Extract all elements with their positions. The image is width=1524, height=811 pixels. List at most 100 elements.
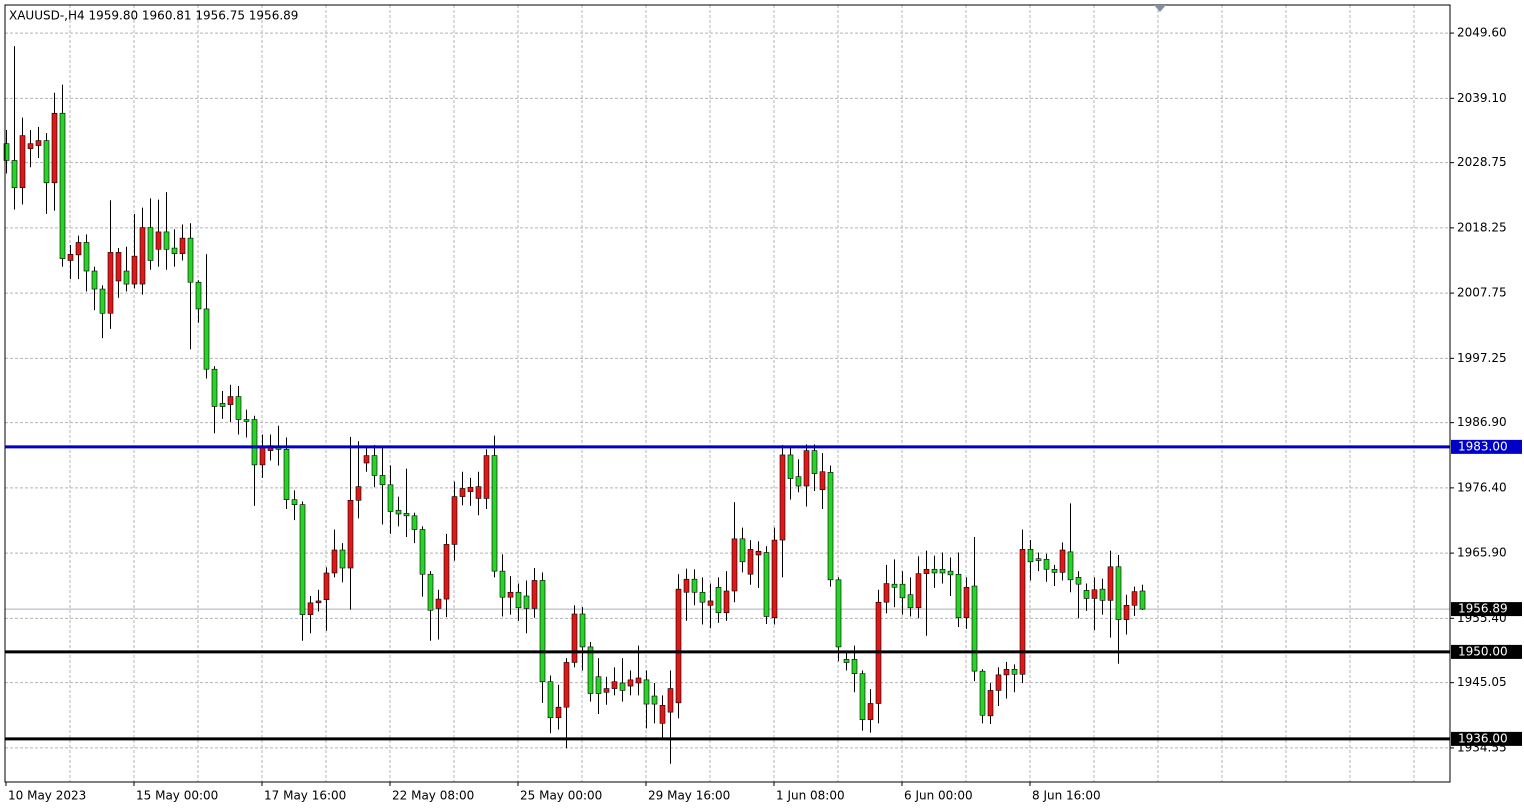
candle-body	[27, 143, 34, 149]
candle-body	[3, 143, 10, 161]
candle-body	[451, 496, 458, 545]
candle-body	[91, 270, 98, 290]
candle-body	[115, 252, 122, 282]
y-tick-label: 2049.60	[1457, 26, 1507, 40]
candle-body	[107, 252, 114, 314]
candle-body	[51, 112, 58, 184]
level-label-box	[1451, 439, 1522, 454]
candle-body	[371, 455, 378, 476]
candle-body	[715, 586, 722, 614]
candle-body	[523, 595, 530, 609]
candle-body	[291, 499, 298, 505]
candle-body	[707, 600, 714, 606]
candle-body	[187, 237, 194, 283]
candle-body	[259, 446, 266, 466]
candle-body	[763, 552, 770, 617]
candle-body	[555, 706, 562, 719]
candle-body	[819, 471, 826, 491]
candle-body	[1051, 568, 1058, 573]
level-label-box	[1451, 731, 1522, 746]
candle-body	[603, 688, 610, 693]
x-tick-label: 17 May 16:00	[264, 789, 346, 803]
candle-body	[835, 579, 842, 648]
candle-body	[75, 242, 82, 256]
x-tick-label: 8 Jun 16:00	[1032, 789, 1101, 803]
candle-body	[315, 600, 322, 604]
candle-body	[411, 515, 418, 530]
candle-body	[939, 568, 946, 574]
candle-body	[651, 695, 658, 705]
candle-body	[947, 570, 954, 576]
candle-body	[179, 237, 186, 254]
candle-body	[955, 573, 962, 619]
candle-body	[611, 681, 618, 689]
candle-body	[1091, 589, 1098, 599]
candle-body	[979, 670, 986, 716]
candle-body	[403, 513, 410, 517]
x-tick-label: 29 May 16:00	[648, 789, 730, 803]
y-tick-label: 1997.25	[1457, 351, 1507, 365]
candle-body	[1011, 668, 1018, 675]
candle-body	[859, 673, 866, 720]
last-price-label: 1956.89	[1458, 602, 1508, 616]
candle-body	[987, 690, 994, 717]
candle-body	[931, 568, 938, 574]
candle-body	[739, 538, 746, 563]
candle-body	[19, 135, 26, 189]
y-tick-label: 1965.90	[1457, 546, 1507, 560]
candle-body	[123, 270, 130, 285]
candle-body	[1003, 668, 1010, 676]
candle-body	[675, 588, 682, 704]
candle-body	[531, 580, 538, 609]
candle-body	[483, 455, 490, 499]
candle-body	[571, 613, 578, 663]
candle-body	[699, 591, 706, 603]
candle-body	[515, 591, 522, 609]
candle-body	[203, 308, 210, 370]
candle-body	[99, 288, 106, 314]
candle-body	[731, 538, 738, 592]
candle-body	[1059, 549, 1066, 573]
candle-body	[899, 583, 906, 599]
candle-body	[883, 583, 890, 603]
candle-body	[507, 591, 514, 598]
candle-body	[59, 112, 66, 259]
y-tick-label: 2039.10	[1457, 91, 1507, 105]
candle-body	[1139, 590, 1146, 610]
candle-body	[1035, 558, 1042, 561]
x-tick-label: 22 May 08:00	[392, 789, 474, 803]
candle-body	[195, 281, 202, 310]
level-label: 1983.00	[1458, 439, 1508, 453]
candle-body	[235, 396, 242, 420]
candle-body	[131, 255, 138, 285]
candle-body	[595, 676, 602, 694]
candle-body	[843, 659, 850, 663]
candle-body	[227, 396, 234, 405]
candle-body	[1131, 591, 1138, 606]
candle-body	[691, 578, 698, 593]
y-tick-label: 1986.90	[1457, 415, 1507, 429]
candle-body	[83, 242, 90, 272]
candle-body	[347, 500, 354, 569]
candle-body	[723, 590, 730, 614]
candle-body	[1099, 588, 1106, 601]
candle-body	[827, 472, 834, 581]
candle-body	[211, 368, 218, 407]
candle-body	[459, 488, 466, 497]
candle-body	[667, 688, 674, 713]
candle-body	[579, 613, 586, 648]
candle-body	[11, 160, 18, 189]
candle-body	[35, 140, 42, 146]
y-tick-label: 1976.40	[1457, 480, 1507, 494]
candle-body	[427, 573, 434, 611]
candle-body	[219, 403, 226, 407]
candle-body	[155, 231, 162, 250]
y-tick-label: 1945.05	[1457, 675, 1507, 689]
candle-body	[331, 549, 338, 574]
x-tick-label: 10 May 2023	[8, 789, 86, 803]
level-label: 1950.00	[1458, 644, 1508, 658]
candle-body	[547, 681, 554, 719]
candle-body	[43, 140, 50, 184]
